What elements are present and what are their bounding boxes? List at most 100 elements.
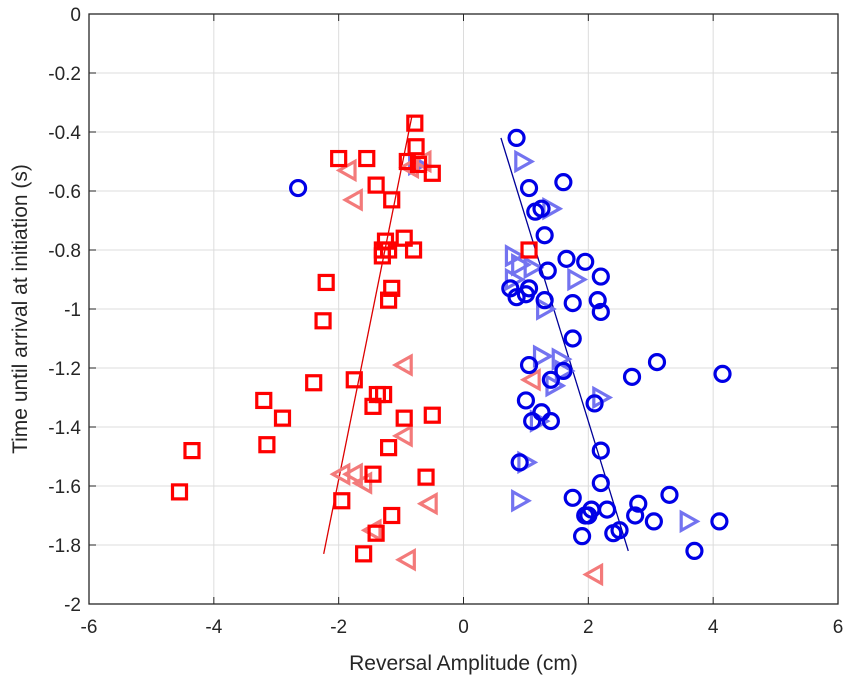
square-marker bbox=[383, 506, 401, 525]
triangle-right-marker bbox=[536, 297, 557, 321]
triangle-right-marker bbox=[511, 489, 532, 513]
square-marker bbox=[520, 241, 538, 259]
triangle-left-marker bbox=[329, 462, 351, 486]
circle-marker bbox=[685, 541, 704, 561]
square-marker bbox=[255, 391, 273, 410]
circle-marker bbox=[710, 512, 729, 531]
y-tick-label: -0.6 bbox=[48, 182, 81, 203]
circle-marker bbox=[626, 506, 645, 525]
triangle-right-marker bbox=[511, 253, 532, 277]
square-marker bbox=[383, 279, 401, 297]
circle-marker bbox=[597, 500, 617, 519]
triangle-right-marker bbox=[523, 255, 545, 280]
circle-marker bbox=[563, 329, 582, 348]
circle-marker bbox=[660, 485, 679, 504]
square-marker bbox=[395, 409, 413, 427]
circle-marker bbox=[563, 294, 582, 313]
triangle-right-marker bbox=[514, 149, 536, 174]
square-marker bbox=[355, 545, 373, 563]
circle-marker bbox=[644, 512, 663, 531]
square-marker bbox=[395, 229, 413, 247]
circle-marker bbox=[532, 199, 551, 218]
square-marker bbox=[383, 191, 401, 209]
square-marker bbox=[367, 524, 385, 542]
x-axis-label: Reversal Amplitude (cm) bbox=[349, 652, 578, 675]
square-marker bbox=[409, 155, 428, 174]
circle-marker bbox=[288, 178, 308, 198]
triangle-left-marker bbox=[391, 424, 413, 448]
y-tick-label: -0.2 bbox=[48, 64, 81, 85]
x-tick-label: 0 bbox=[458, 617, 469, 638]
triangle-left-marker bbox=[416, 491, 438, 516]
circle-marker bbox=[622, 367, 642, 386]
square-marker bbox=[364, 397, 382, 415]
circle-marker bbox=[557, 249, 576, 268]
triangle-right-marker bbox=[567, 267, 589, 292]
circle-marker bbox=[519, 178, 539, 198]
square-marker bbox=[367, 176, 385, 194]
square-marker bbox=[423, 164, 441, 182]
circle-marker bbox=[541, 412, 560, 431]
circle-marker bbox=[647, 353, 667, 372]
square-marker bbox=[423, 406, 441, 424]
y-axis-label: Time until arrival at initiation (s) bbox=[9, 164, 32, 454]
square-marker bbox=[417, 468, 435, 486]
circle-marker bbox=[579, 506, 598, 525]
x-axis-ticks: -6 -4 -2 0 2 4 6 bbox=[81, 14, 844, 638]
square-marker bbox=[170, 483, 189, 501]
circle-marker bbox=[519, 279, 539, 298]
square-marker bbox=[398, 152, 416, 171]
circle-marker bbox=[591, 473, 610, 493]
triangle-left-marker bbox=[582, 562, 604, 587]
square-marker bbox=[407, 138, 425, 156]
square-marker bbox=[373, 247, 391, 265]
triangle-right-marker bbox=[679, 509, 701, 534]
x-tick-label: 6 bbox=[833, 617, 844, 638]
x-tick-label: -6 bbox=[81, 617, 98, 638]
y-axis-ticks: 0 -0.2 -0.4 -0.6 -0.8 -1 -1.2 -1.4 -1.6 -1.8 -2 bbox=[48, 5, 838, 616]
circle-marker bbox=[535, 226, 554, 245]
square-marker bbox=[345, 371, 363, 389]
circle-marker bbox=[507, 128, 526, 147]
circle-marker bbox=[535, 291, 554, 310]
y-tick-label: -1 bbox=[64, 300, 81, 321]
square-marker bbox=[333, 492, 351, 510]
square-marker bbox=[258, 436, 276, 454]
circle-marker bbox=[588, 291, 607, 310]
circle-marker bbox=[519, 355, 539, 375]
square-marker bbox=[375, 385, 393, 404]
circle-marker bbox=[516, 391, 536, 410]
square-marker bbox=[380, 291, 398, 309]
circle-marker bbox=[576, 252, 595, 271]
circle-marker bbox=[554, 361, 573, 381]
y-tick-label: -0.8 bbox=[48, 241, 81, 262]
square-marker bbox=[314, 312, 332, 330]
triangle-left-marker bbox=[342, 188, 363, 212]
square-marker bbox=[183, 442, 201, 460]
x-tick-label: -2 bbox=[330, 617, 347, 638]
circle-marker bbox=[591, 302, 610, 322]
y-tick-label: 0 bbox=[70, 5, 81, 26]
square-marker bbox=[380, 439, 398, 457]
y-tick-label: -2 bbox=[64, 595, 81, 616]
data-markers bbox=[170, 114, 732, 587]
square-marker bbox=[364, 465, 382, 483]
square-marker bbox=[404, 241, 423, 259]
triangle-right-marker bbox=[504, 244, 526, 268]
circle-marker bbox=[585, 394, 604, 413]
circle-marker bbox=[554, 173, 573, 192]
triangle-left-marker bbox=[391, 353, 413, 377]
y-tick-label: -1.4 bbox=[48, 418, 81, 439]
x-tick-label: 2 bbox=[583, 617, 594, 638]
y-tick-label: -1.2 bbox=[48, 359, 81, 380]
triangle-left-marker bbox=[342, 462, 363, 486]
circle-marker bbox=[629, 494, 648, 513]
circle-marker bbox=[610, 521, 629, 540]
square-marker bbox=[317, 273, 335, 292]
x-tick-label: -4 bbox=[205, 617, 222, 638]
triangle-left-marker bbox=[519, 368, 541, 392]
triangle-left-marker bbox=[398, 155, 420, 180]
square-marker bbox=[330, 149, 348, 168]
circle-marker bbox=[572, 527, 592, 546]
